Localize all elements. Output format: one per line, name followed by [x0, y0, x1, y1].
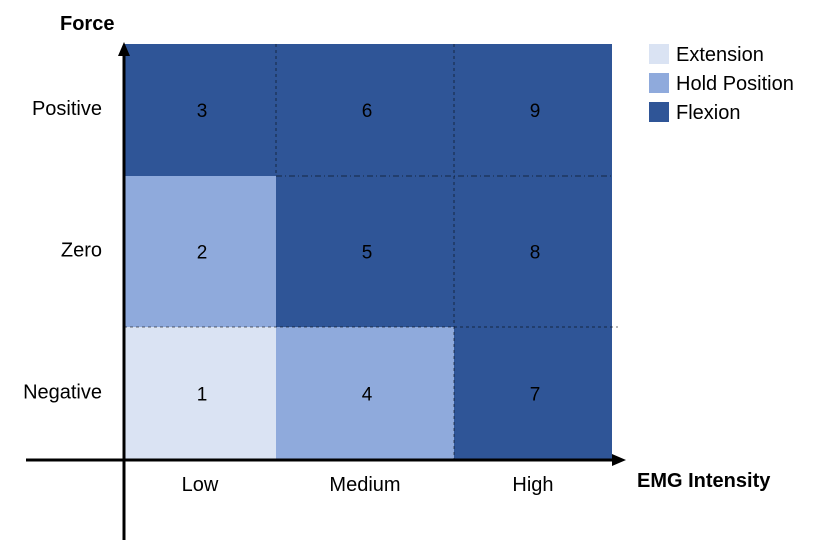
x-tick-labels: Low Medium High [182, 474, 554, 496]
cell-number-6: 6 [362, 101, 373, 122]
x-tick-label-high: High [512, 474, 553, 496]
y-axis-arrowhead [118, 42, 130, 56]
cell-number-2: 2 [197, 243, 208, 264]
axes [26, 42, 626, 540]
cell-number-9: 9 [530, 101, 541, 122]
cell-number-8: 8 [530, 243, 541, 264]
cell-number-4: 4 [362, 385, 373, 406]
cell-number-1: 1 [197, 385, 208, 406]
legend-label-extension: Extension [676, 44, 764, 66]
cell-number-7: 7 [530, 385, 541, 406]
x-axis-title: EMG Intensity [637, 470, 771, 492]
legend-swatch-flexion [649, 102, 669, 122]
grid-cells: 1 2 3 4 5 6 7 8 9 [124, 44, 612, 460]
x-tick-label-low: Low [182, 474, 219, 496]
cell-medium-positive [276, 44, 454, 176]
legend: Extension Hold Position Flexion [649, 44, 794, 124]
grid-dividers [124, 44, 618, 460]
cell-high-zero [454, 176, 612, 327]
legend-label-flexion: Flexion [676, 102, 740, 124]
cell-medium-zero [276, 176, 454, 327]
cell-number-3: 3 [197, 101, 208, 122]
cell-low-positive [124, 44, 276, 176]
legend-swatch-hold-position [649, 73, 669, 93]
x-axis-arrowhead [612, 454, 626, 466]
y-axis-title: Force [60, 13, 114, 35]
y-tick-label-negative: Negative [23, 382, 102, 404]
legend-label-hold-position: Hold Position [676, 73, 794, 95]
y-tick-label-positive: Positive [32, 98, 102, 120]
cell-high-positive [454, 44, 612, 176]
cell-low-negative [124, 327, 276, 460]
legend-swatch-extension [649, 44, 669, 64]
cell-medium-negative [276, 327, 454, 460]
y-tick-label-zero: Zero [61, 240, 102, 262]
cell-number-5: 5 [362, 243, 373, 264]
x-tick-label-medium: Medium [329, 474, 400, 496]
y-tick-labels: Negative Zero Positive [23, 98, 102, 404]
cell-low-zero [124, 176, 276, 327]
cell-high-negative [454, 327, 612, 460]
